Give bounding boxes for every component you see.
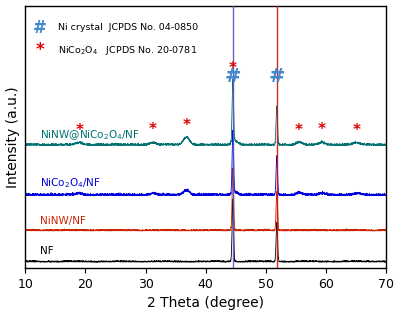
Text: *: * [229,61,237,76]
Text: #: # [33,19,47,37]
Text: NF: NF [40,246,54,256]
Text: *: * [75,123,83,138]
Y-axis label: Intensity (a.u.): Intensity (a.u.) [6,86,20,188]
Text: *: * [352,123,360,138]
Text: NiCo$_2$O$_4$   JCPDS No. 20-0781: NiCo$_2$O$_4$ JCPDS No. 20-0781 [58,44,198,57]
X-axis label: 2 Theta (degree): 2 Theta (degree) [147,296,264,310]
Text: *: * [149,122,157,137]
Text: *: * [182,118,190,133]
Text: #: # [225,67,241,86]
Text: NiCo$_2$O$_4$/NF: NiCo$_2$O$_4$/NF [40,176,101,190]
Text: #: # [268,67,285,86]
Text: Ni crystal  JCPDS No. 04-0850: Ni crystal JCPDS No. 04-0850 [58,23,198,32]
Text: *: * [318,122,326,137]
Text: *: * [36,41,44,59]
Text: NiNW/NF: NiNW/NF [40,216,86,226]
Text: *: * [295,123,303,138]
Text: NiNW@NiCo$_2$O$_4$/NF: NiNW@NiCo$_2$O$_4$/NF [40,129,140,143]
